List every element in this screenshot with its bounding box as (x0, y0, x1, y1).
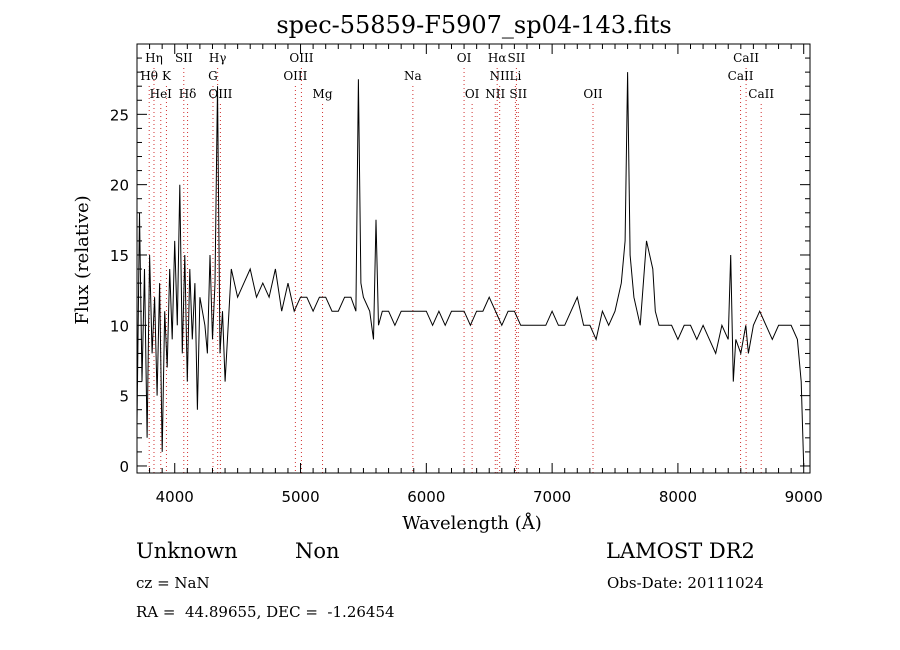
x-tick-label-7000: 7000 (533, 488, 571, 506)
x-tick-label-4000: 4000 (156, 488, 194, 506)
object-class: Unknown (136, 539, 238, 563)
x-tick-label-6000: 6000 (407, 488, 445, 506)
line-label-19: NII (485, 87, 505, 101)
line-label-1: Hθ (140, 69, 158, 83)
line-label-14: OI (465, 87, 480, 101)
y-axis: 0 5 10 15 20 25 (110, 57, 810, 476)
line-label-18: Li (509, 69, 521, 83)
line-label-0: Hη (145, 51, 163, 65)
plot-frame (136, 43, 811, 474)
survey-name: LAMOST DR2 (606, 539, 755, 563)
coordinates: RA = 44.89655, DEC = -1.26454 (136, 603, 395, 621)
y-tick-label-0: 0 (119, 458, 129, 476)
line-label-2: K (162, 69, 172, 83)
x-tick-label-5000: 5000 (281, 488, 319, 506)
redshift-cz: cz = NaN (136, 574, 210, 592)
line-label-8: OIII (208, 87, 232, 101)
line-label-6: Hγ (209, 51, 227, 65)
line-label-12: Na (404, 69, 422, 83)
line-label-16: SII (508, 51, 526, 65)
line-label-17: NII (490, 69, 510, 83)
observation-date: Obs-Date: 20111024 (607, 574, 764, 592)
object-subclass: Non (295, 539, 340, 563)
line-label-9: OIII (289, 51, 313, 65)
x-axis: 4000 5000 6000 7000 8000 9000 (136, 44, 823, 506)
line-label-13: OI (457, 51, 472, 65)
x-axis-label: Wavelength (Å) (402, 512, 542, 534)
x-tick-label-9000: 9000 (785, 488, 823, 506)
line-label-3: HeI (150, 87, 173, 101)
series-group (136, 72, 805, 467)
chart-title: spec-55859-F5907_sp04-143.fits (276, 11, 671, 39)
y-tick-label-20: 20 (110, 177, 129, 195)
y-tick-label-5: 5 (119, 388, 129, 406)
x-tick-label-8000: 8000 (659, 488, 697, 506)
line-label-10: OIII (283, 69, 307, 83)
y-tick-label-15: 15 (110, 247, 129, 265)
series-line-0 (136, 72, 805, 467)
line-label-23: CaII (728, 69, 754, 83)
y-tick-label-25: 25 (110, 106, 129, 124)
line-label-21: OII (583, 87, 603, 101)
line-label-20: SII (509, 87, 527, 101)
line-label-15: Hα (488, 51, 507, 65)
line-label-5: Hδ (179, 87, 197, 101)
line-label-22: CaII (733, 51, 759, 65)
line-label-7: G (208, 69, 218, 83)
y-tick-label-10: 10 (110, 317, 129, 335)
line-label-24: CaII (748, 87, 774, 101)
y-axis-label: Flux (relative) (72, 195, 93, 324)
line-label-4: SII (175, 51, 193, 65)
line-label-11: Mg (313, 87, 333, 101)
line-markers (148, 68, 762, 473)
